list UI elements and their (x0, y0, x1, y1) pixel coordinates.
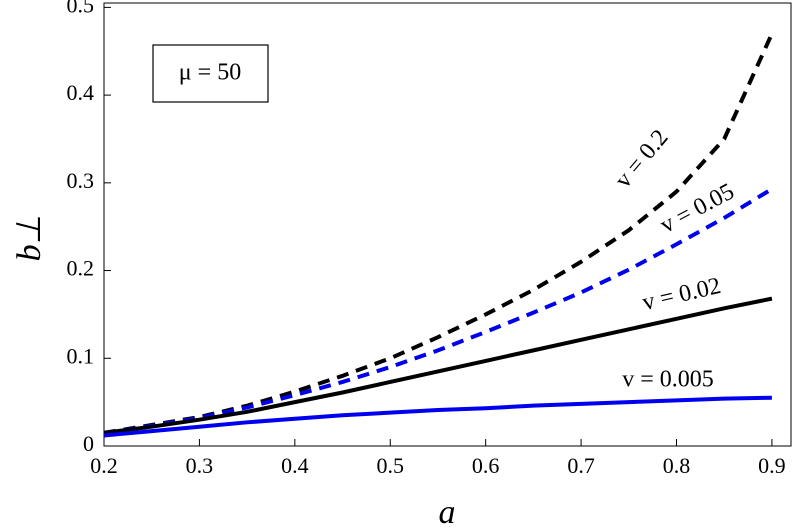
series-line (103, 187, 773, 435)
x-tick-label: 0.4 (281, 453, 309, 478)
series-line (103, 32, 774, 435)
y-axis-label: b⊥ (11, 215, 48, 262)
y-tick-label: 0.4 (67, 80, 95, 105)
series-line (103, 395, 772, 438)
x-tick-label: 0.3 (186, 453, 214, 478)
y-tick-label: 0.5 (67, 0, 95, 17)
x-tick-label: 0.7 (567, 453, 595, 478)
x-axis-label: a (439, 494, 456, 529)
y-tick-label: 0.2 (67, 256, 95, 281)
x-tick-label: 0.6 (472, 453, 500, 478)
series-label: v = 0.2 (610, 125, 673, 193)
annotation-box (152, 44, 269, 103)
plot-frame (103, 2, 792, 447)
y-tick-label: 0 (83, 431, 94, 456)
y-tick-label: 0.3 (67, 168, 95, 193)
x-tick-label: 0.5 (377, 453, 405, 478)
annotation: μ = 50 (179, 60, 241, 86)
y-tick-label: 0.1 (67, 343, 95, 368)
x-tick-label: 0.9 (758, 453, 786, 478)
x-tick-label: 0.2 (90, 453, 118, 478)
series-line (103, 296, 773, 435)
series-label: v = 0.005 (622, 367, 714, 393)
series-label: v = 0.05 (656, 179, 738, 239)
x-tick-label: 0.8 (663, 453, 691, 478)
